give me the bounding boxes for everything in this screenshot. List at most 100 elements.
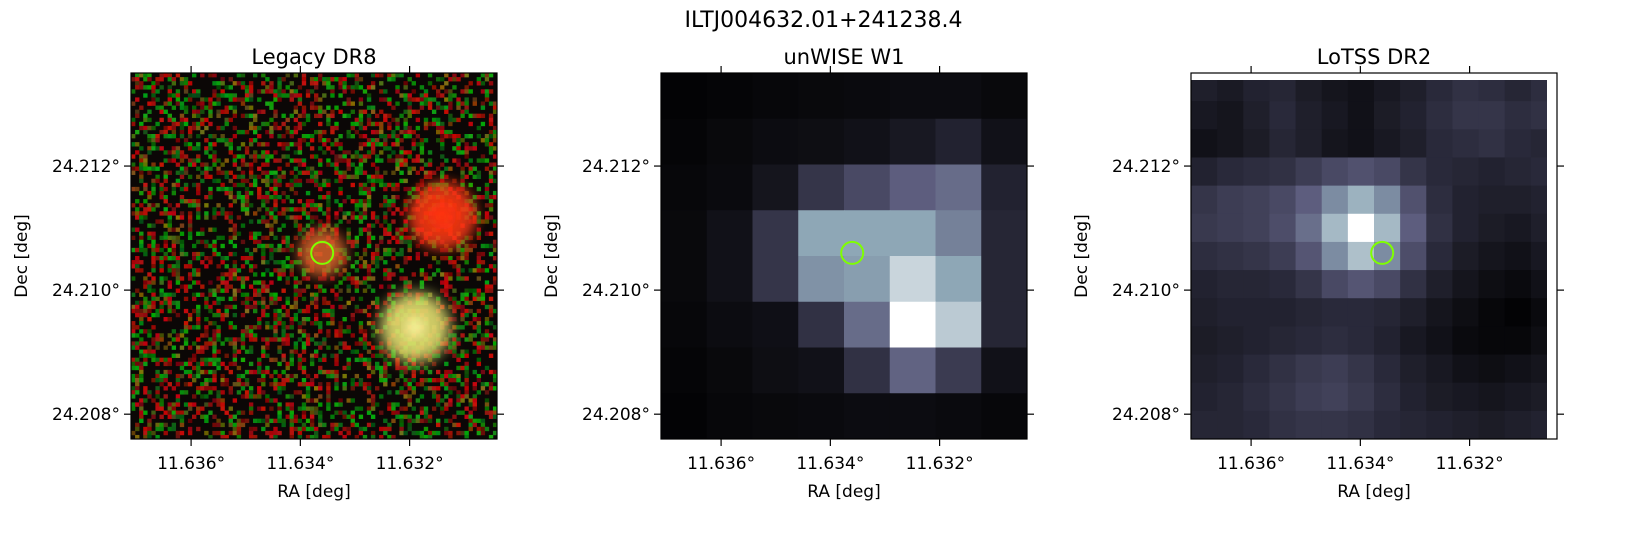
noise-pixel — [212, 73, 217, 78]
noise-pixel — [460, 349, 465, 354]
noise-pixel — [163, 386, 168, 391]
noise-pixel — [253, 138, 258, 143]
noise-pixel — [248, 402, 254, 407]
noise-pixel — [261, 296, 266, 302]
noise-pixel — [484, 268, 490, 273]
noise-pixel — [253, 235, 258, 241]
noise-pixel — [204, 386, 209, 391]
heatmap-cell — [706, 210, 753, 257]
noise-pixel — [468, 81, 473, 86]
noise-pixel — [375, 129, 380, 135]
noise-pixel — [395, 73, 400, 78]
noise-pixel — [309, 77, 315, 82]
noise-pixel — [395, 365, 400, 371]
heatmap-cell — [844, 301, 891, 348]
noise-pixel — [484, 134, 490, 139]
noise-pixel — [379, 223, 384, 228]
noise-pixel — [257, 361, 262, 367]
noise-pixel — [379, 97, 384, 102]
noise-pixel — [330, 125, 335, 131]
noise-pixel — [167, 341, 172, 346]
noise-pixel — [444, 247, 449, 253]
noise-pixel — [476, 325, 482, 330]
noise-pixel — [346, 288, 351, 293]
noise-pixel — [448, 117, 453, 123]
noise-pixel — [159, 268, 164, 273]
noise-pixel — [488, 73, 494, 78]
noise-pixel — [326, 300, 331, 306]
noise-pixel — [289, 81, 294, 86]
noise-pixel — [383, 361, 388, 367]
noise-pixel — [440, 77, 445, 82]
noise-pixel — [436, 105, 441, 110]
noise-pixel — [155, 426, 160, 432]
noise-pixel — [366, 93, 372, 98]
noise-pixel — [370, 85, 376, 90]
noise-pixel — [456, 272, 461, 277]
noise-pixel — [484, 329, 490, 334]
noise-pixel — [187, 162, 193, 167]
noise-pixel — [476, 345, 482, 350]
noise-pixel — [366, 105, 372, 110]
noise-pixel — [370, 223, 376, 228]
noise-pixel — [350, 312, 355, 318]
noise-pixel — [151, 325, 156, 330]
noise-pixel — [492, 341, 498, 346]
noise-pixel — [228, 97, 233, 102]
noise-pixel — [342, 77, 347, 82]
noise-pixel — [480, 219, 486, 224]
noise-pixel — [419, 394, 425, 399]
noise-pixel — [179, 418, 185, 424]
noise-pixel — [452, 134, 457, 139]
noise-pixel — [423, 170, 429, 175]
noise-pixel — [139, 378, 144, 383]
noise-pixel — [139, 235, 144, 241]
noise-pixel — [476, 329, 482, 334]
heatmap-cell — [1295, 101, 1323, 130]
noise-pixel — [346, 361, 351, 367]
heatmap-cell — [706, 301, 753, 348]
noise-pixel — [366, 227, 372, 232]
heatmap-cell — [1243, 270, 1270, 299]
noise-pixel — [204, 369, 209, 375]
noise-pixel — [456, 300, 461, 306]
noise-pixel — [139, 247, 144, 253]
noise-pixel — [407, 77, 412, 82]
noise-pixel — [273, 247, 278, 253]
noise-pixel — [407, 280, 412, 285]
noise-pixel — [192, 125, 197, 131]
noise-pixel — [175, 268, 181, 273]
noise-pixel — [456, 410, 461, 415]
noise-pixel — [350, 89, 355, 94]
noise-pixel — [484, 97, 490, 102]
noise-pixel — [253, 280, 258, 285]
noise-pixel — [484, 158, 490, 163]
noise-pixel — [362, 434, 368, 440]
noise-pixel — [135, 268, 140, 273]
noise-pixel — [163, 361, 168, 367]
noise-pixel — [273, 174, 278, 180]
noise-pixel — [326, 77, 331, 82]
noise-pixel — [297, 158, 303, 163]
noise-pixel — [330, 321, 335, 326]
noise-pixel — [155, 97, 160, 102]
noise-pixel — [444, 276, 449, 281]
noise-pixel — [289, 434, 294, 440]
noise-pixel — [167, 369, 172, 375]
heatmap-cell — [1269, 101, 1297, 130]
noise-pixel — [366, 268, 372, 273]
noise-pixel — [147, 308, 152, 314]
noise-pixel — [387, 276, 392, 281]
noise-pixel — [350, 73, 355, 78]
heatmap-cell — [1374, 410, 1401, 440]
noise-pixel — [387, 113, 392, 119]
noise-pixel — [200, 251, 205, 257]
noise-pixel — [131, 77, 136, 82]
noise-pixel — [375, 251, 380, 257]
noise-pixel — [244, 97, 250, 102]
noise-pixel — [350, 125, 355, 131]
noise-pixel — [212, 422, 217, 428]
noise-pixel — [248, 304, 254, 310]
noise-pixel — [407, 378, 412, 383]
noise-pixel — [253, 154, 258, 159]
